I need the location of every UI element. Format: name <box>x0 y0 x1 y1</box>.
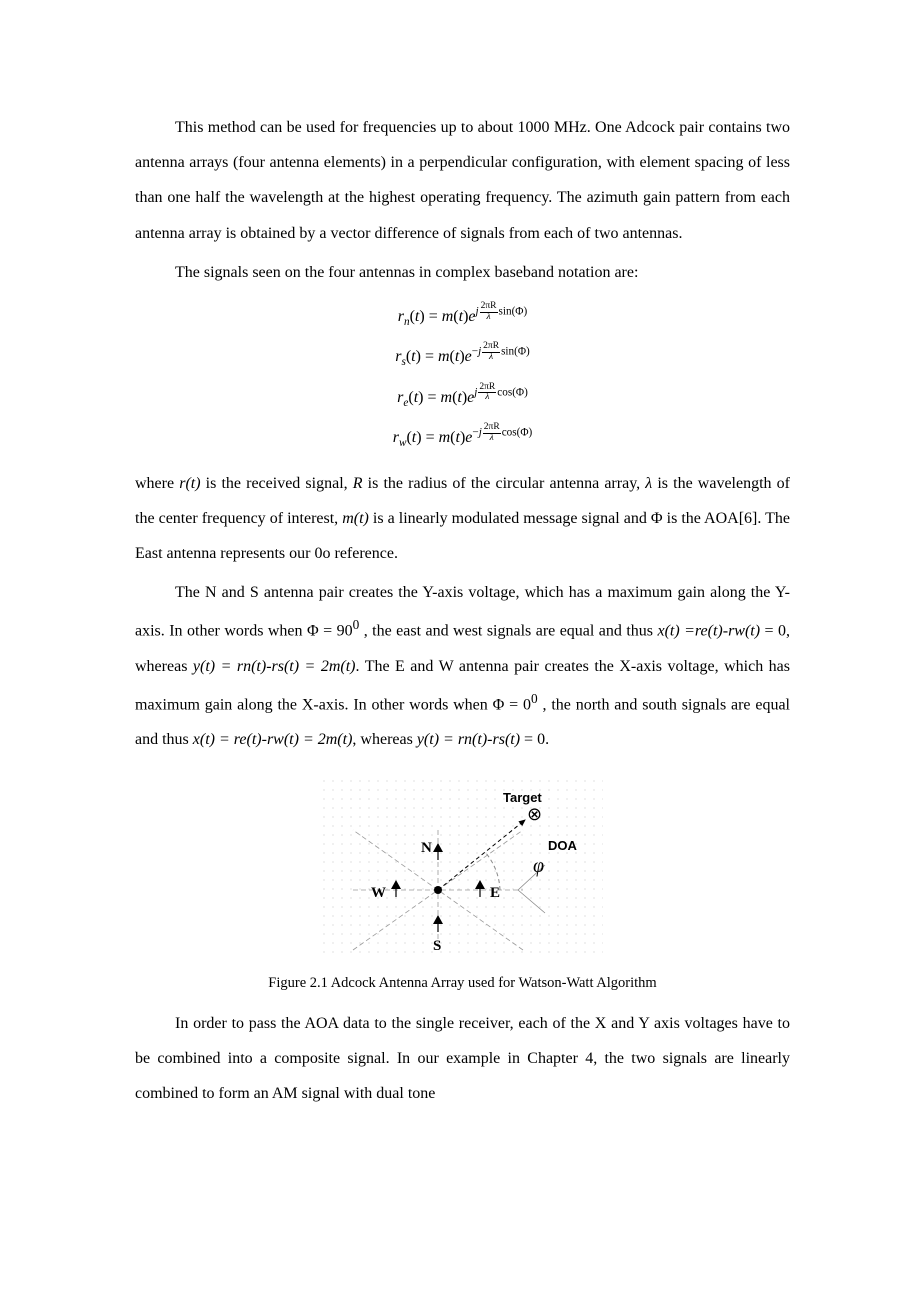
equation-rs: rs(t) = m(t)e−j2πRλsin(Φ) <box>135 338 790 376</box>
doa-label: DOA <box>548 838 578 853</box>
svg-text:E: E <box>490 885 500 901</box>
paragraph-5: In order to pass the AOA data to the sin… <box>135 1006 790 1112</box>
target-label: Target <box>503 790 542 805</box>
target-marker-icon: ⊗ <box>527 804 542 824</box>
equation-block: rn(t) = m(t)ej2πRλsin(Φ) rs(t) = m(t)e−j… <box>135 298 790 458</box>
figure-2-1: N S E W ⊗ Target <box>135 780 790 965</box>
svg-text:S: S <box>433 938 441 954</box>
page: This method can be used for frequencies … <box>0 0 920 1302</box>
svg-text:N: N <box>421 840 432 856</box>
equation-rn: rn(t) = m(t)ej2πRλsin(Φ) <box>135 298 790 336</box>
paragraph-4: The N and S antenna pair creates the Y-a… <box>135 575 790 758</box>
adcock-diagram: N S E W ⊗ Target <box>323 780 603 960</box>
phi-label: φ <box>533 855 544 877</box>
paragraph-1: This method can be used for frequencies … <box>135 110 790 251</box>
paragraph-3: where r(t) is the received signal, R is … <box>135 466 790 572</box>
equation-rw: rw(t) = m(t)e−j2πRλcos(Φ) <box>135 419 790 457</box>
svg-text:W: W <box>371 885 386 901</box>
paragraph-2: The signals seen on the four antennas in… <box>135 255 790 290</box>
equation-re: re(t) = m(t)ej2πRλcos(Φ) <box>135 379 790 417</box>
figure-caption: Figure 2.1 Adcock Antenna Array used for… <box>135 975 790 992</box>
